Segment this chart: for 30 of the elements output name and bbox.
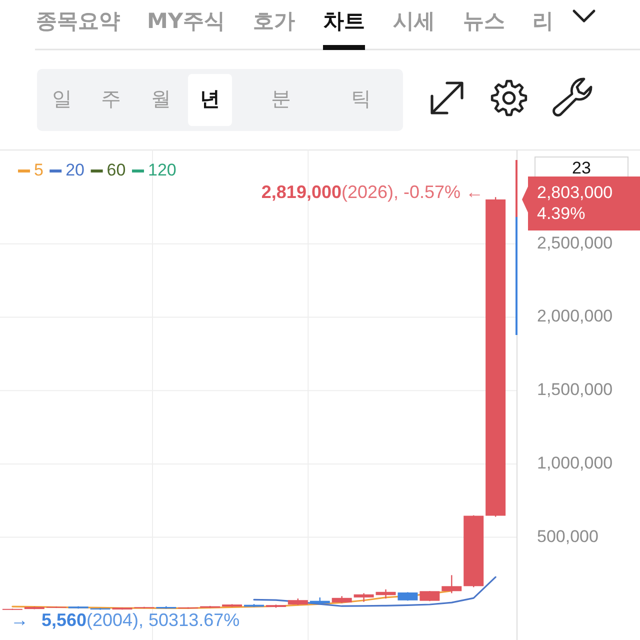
text: 틱 — [351, 86, 371, 110]
text: 차트 — [323, 9, 365, 33]
text: 분 — [271, 86, 291, 110]
text: 종목요약 — [36, 9, 120, 33]
text: 뉴스 — [463, 9, 505, 33]
y-tick-label: 1,500,000 — [537, 380, 613, 400]
text: 리 — [532, 9, 554, 33]
text: 일 — [52, 86, 72, 110]
y-tick-label: 2,000,000 — [537, 306, 613, 326]
text: 4.39% — [537, 204, 586, 223]
text: 주 — [101, 86, 121, 110]
text: 년 — [200, 86, 220, 110]
legend-label: 60 — [106, 160, 126, 180]
candlestick — [442, 574, 462, 594]
text: MY주식 — [146, 9, 226, 33]
line-series — [253, 576, 496, 607]
legend-label: 120 — [148, 160, 176, 180]
y-tick-label: 500,000 — [537, 526, 598, 546]
y-tick-label: 2,500,000 — [537, 233, 613, 252]
legend-label: 20 — [66, 160, 85, 180]
text: 호가 — [253, 9, 295, 33]
text: 시세 — [393, 9, 435, 33]
annotation: 2,819,000(2026), -0.57% ← — [261, 182, 484, 202]
text: 월 — [151, 86, 171, 110]
text: 23 — [572, 158, 591, 178]
y-tick-label: 1,000,000 — [537, 453, 613, 472]
candlestick — [376, 588, 396, 600]
legend-label: 5 — [34, 160, 44, 180]
annotation: → 5,560(2004), 50313.67% — [10, 610, 240, 630]
text: 2,803,000 — [537, 182, 613, 202]
